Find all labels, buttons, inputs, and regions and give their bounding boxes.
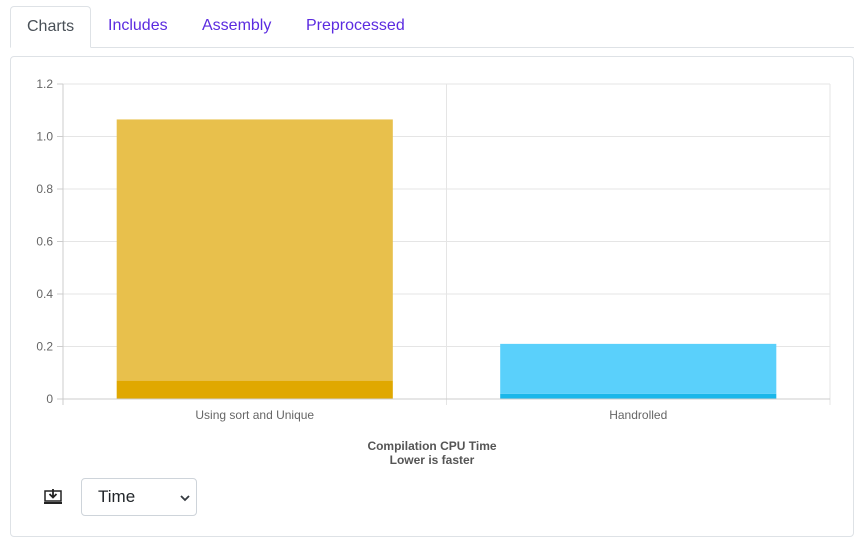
tab-assembly[interactable]: Assembly — [202, 17, 272, 34]
metric-select[interactable]: Time — [81, 478, 197, 516]
bar-segment — [500, 393, 777, 399]
chart: 0 0.2 0.4 0.6 0.8 1.0 1.2 Using sort and Unique… — [36, 77, 831, 467]
metric-select-value: Time — [98, 487, 136, 506]
x-tick-label: Using sort and Unique — [195, 408, 314, 422]
tab-bar: Charts Includes Assembly Preprocessed — [10, 6, 854, 48]
chart-axes: 0 0.2 0.4 0.6 0.8 1.0 1.2 Using sort and Unique… — [36, 77, 830, 422]
tab-includes[interactable]: Includes — [108, 17, 168, 34]
chevron-down-icon — [180, 495, 190, 502]
chart-title: Compilation CPU Time — [367, 439, 496, 453]
y-tick-label: 0.8 — [36, 182, 53, 196]
x-tick-label: Handrolled — [609, 408, 667, 422]
tab-preprocessed[interactable]: Preprocessed — [306, 17, 405, 34]
y-tick-label: 0.6 — [36, 235, 53, 249]
chart-panel — [10, 56, 854, 537]
bar-segment — [116, 380, 393, 399]
chart-bars — [116, 119, 777, 399]
y-tick-label: 0.2 — [36, 340, 53, 354]
tab-charts[interactable]: Charts — [10, 6, 91, 48]
bar-segment — [500, 343, 777, 394]
chart-subtitle: Lower is faster — [390, 453, 475, 467]
bar-segment — [116, 119, 393, 381]
y-tick-label: 0 — [46, 392, 53, 406]
y-tick-label: 1.2 — [36, 77, 53, 91]
download-icon[interactable] — [43, 488, 63, 506]
y-tick-label: 1.0 — [36, 130, 53, 144]
y-tick-label: 0.4 — [36, 287, 53, 301]
